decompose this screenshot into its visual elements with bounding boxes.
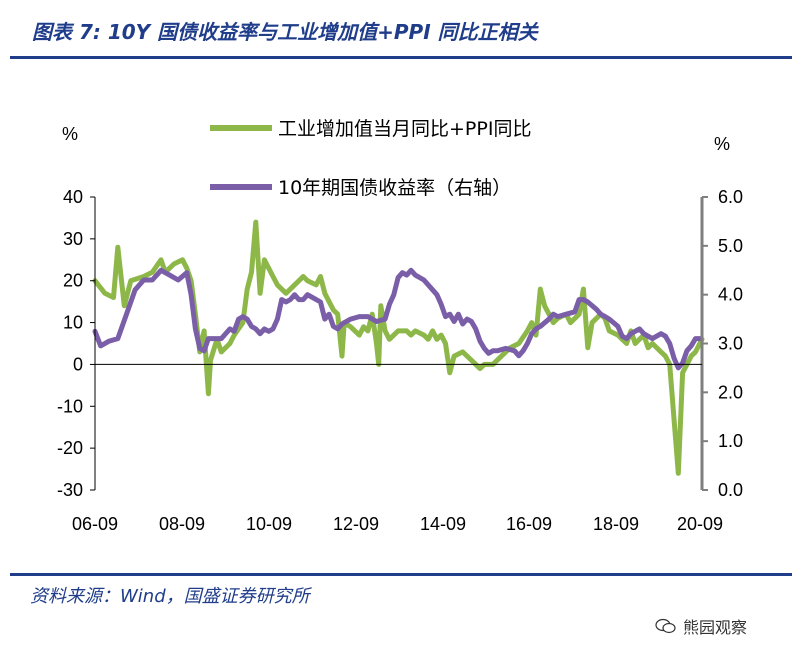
legend-label: 10年期国债收益率（右轴） <box>278 177 511 199</box>
figure-title: 图表 7: 10Y 国债收益率与工业增加值+PPI 同比正相关 <box>32 20 538 44</box>
left-tick-label: 10 <box>63 313 83 333</box>
left-tick-label: 0 <box>73 354 83 374</box>
right-tick-label: 6.0 <box>718 187 743 207</box>
right-tick-label: 1.0 <box>718 431 743 451</box>
x-tick-label: 16-09 <box>506 514 552 534</box>
series-bond-yield-line <box>92 267 703 371</box>
left-tick-label: 40 <box>63 187 83 207</box>
title-rule <box>10 56 792 59</box>
left-tick-label: 30 <box>63 229 83 249</box>
right-tick-label: 4.0 <box>718 285 743 305</box>
line-chart: 40 30 20 10 0 -10 -20 -30 6.0 5.0 4.0 3.0 2.0 1.0 0.0%… <box>57 118 743 534</box>
left-tick-label: 20 <box>63 271 83 291</box>
right-tick-label: 0.0 <box>718 480 743 500</box>
left-unit-label: % <box>62 124 78 144</box>
source-note: 资料来源：Wind，国盛证券研究所 <box>30 586 310 607</box>
right-tick-label: 5.0 <box>718 236 743 256</box>
x-tick-label: 14-09 <box>420 514 466 534</box>
x-tick-label: 12-09 <box>333 514 379 534</box>
x-tick-label: 20-09 <box>677 514 723 534</box>
watermark: 熊园观察 <box>655 614 747 638</box>
right-tick-label: 2.0 <box>718 382 743 402</box>
right-tick-label: 3.0 <box>718 334 743 354</box>
source-rule <box>10 573 792 576</box>
watermark-text: 熊园观察 <box>683 618 748 637</box>
legend-label: 工业增加值当月同比+PPI同比 <box>278 118 531 140</box>
x-tick-label: 18-09 <box>593 514 639 534</box>
left-tick-label: -10 <box>57 396 83 416</box>
series-industrial-ppi-line <box>92 219 705 476</box>
wechat-logo-icon <box>655 618 676 634</box>
x-tick-label: 10-09 <box>246 514 292 534</box>
left-tick-label: -20 <box>57 438 83 458</box>
x-tick-label: 06-09 <box>72 514 118 534</box>
right-unit-label: % <box>714 134 730 154</box>
left-tick-label: -30 <box>57 480 83 500</box>
x-tick-label: 08-09 <box>159 514 205 534</box>
